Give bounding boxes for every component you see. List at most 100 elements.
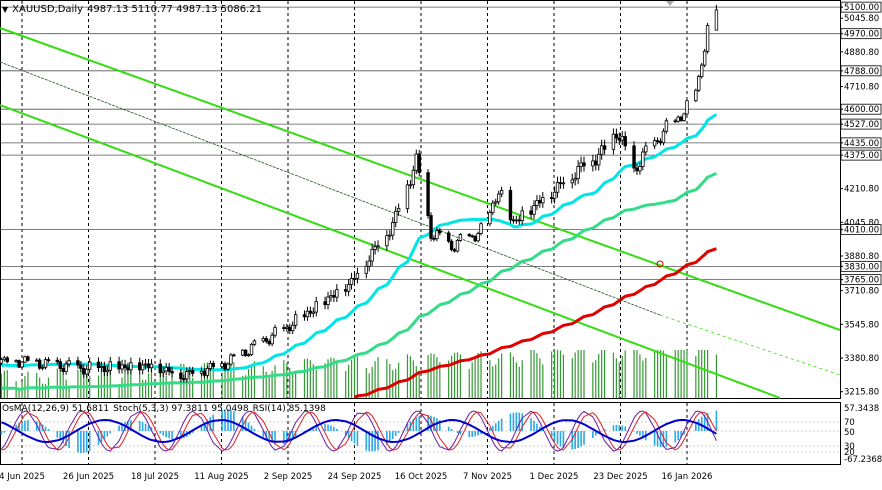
candle-body <box>511 219 516 222</box>
candle-body <box>5 357 9 363</box>
indicator-axis-label: 50 <box>844 428 855 438</box>
channel-lower-line <box>0 104 781 399</box>
candle-body <box>14 360 18 363</box>
indicator-axis-label: 70 <box>844 418 855 428</box>
candle-body <box>685 100 689 115</box>
indicator-pane-frame <box>0 402 841 465</box>
collapse-triangle-icon[interactable]: ▼ <box>2 4 9 14</box>
candle-body <box>355 272 360 279</box>
candle-body <box>538 200 542 204</box>
symbol-label: XAUUSD,Daily <box>12 3 84 15</box>
candle-body <box>491 202 495 213</box>
candle-body <box>638 166 642 172</box>
candle-body <box>20 361 24 368</box>
candle-body <box>388 234 392 237</box>
price-axis-label: 3710.80 <box>844 287 879 297</box>
candle-body <box>161 370 165 374</box>
candle-body <box>82 368 86 375</box>
candle-body <box>99 366 104 368</box>
candle-body <box>270 334 274 345</box>
candle-body <box>641 151 645 167</box>
candle-body <box>2 357 7 361</box>
price-axis-label: 3830.00 <box>844 262 879 272</box>
price-axis-label: 3545.80 <box>844 320 879 330</box>
candle-body <box>405 184 410 210</box>
candle-body <box>517 219 521 222</box>
candle-body <box>702 50 707 66</box>
candle-body <box>332 295 336 298</box>
candle-body <box>185 371 189 380</box>
candle-body <box>129 362 133 371</box>
candle-body <box>226 363 230 370</box>
candle-body <box>373 246 377 250</box>
candle-body <box>285 326 289 329</box>
candle-body <box>305 310 310 318</box>
time-axis-label: 16 Jan 2026 <box>662 472 713 482</box>
candle-body <box>700 64 704 77</box>
price-axis-label: 4045.80 <box>844 218 879 228</box>
indicator-axis-label: 30 <box>844 442 855 452</box>
candle-body <box>37 359 42 369</box>
candle-body <box>435 230 439 240</box>
rsi-line <box>1 418 717 444</box>
candle-body <box>232 354 236 357</box>
candle-body <box>64 363 68 372</box>
candle-body <box>635 167 639 172</box>
stoch-main-line <box>1 410 717 452</box>
candle-body <box>329 295 333 298</box>
candle-body <box>326 296 330 306</box>
crossing-marker <box>656 260 664 268</box>
candle-body <box>576 166 580 179</box>
candle-body <box>552 191 557 199</box>
candle-body <box>346 284 351 292</box>
price-axis-label: 5045.80 <box>844 14 879 24</box>
candle-body <box>311 311 316 314</box>
candle-body <box>199 370 204 374</box>
candle-body <box>520 210 524 222</box>
candle-body <box>644 145 648 153</box>
price-axis-label: 4527.00 <box>844 120 879 130</box>
candle-body <box>623 136 627 147</box>
candle-body <box>108 361 112 371</box>
stoch-signal-line <box>1 411 717 451</box>
candle-body <box>620 136 624 141</box>
candle-body <box>449 240 454 251</box>
candle-body <box>267 340 271 345</box>
candle-body <box>617 137 622 141</box>
candle-body <box>158 363 162 374</box>
candle-body <box>67 360 71 365</box>
candle-body <box>573 178 577 181</box>
chart-info-bar: ▼ XAUUSD,Daily 4987.13 5110.77 4987.13 5… <box>2 2 262 16</box>
candle-body <box>496 193 501 203</box>
price-axis-label: 3380.80 <box>844 354 879 364</box>
candle-body <box>508 189 513 221</box>
time-axis-label: 1 Dec 2025 <box>530 472 579 482</box>
candle-body <box>188 370 192 372</box>
candle-body <box>579 162 583 167</box>
chart-shift-icon <box>666 1 674 6</box>
time-axis-label: 18 Jul 2025 <box>131 472 179 482</box>
candle-body <box>120 364 124 370</box>
candle-body <box>488 212 492 225</box>
candle-body <box>561 182 566 185</box>
candle-body <box>697 76 701 91</box>
candle-body <box>446 232 451 242</box>
price-axis-label: 4880.80 <box>844 48 879 58</box>
candle-body <box>438 230 442 234</box>
candle-body <box>26 356 30 361</box>
ema-mid-line <box>0 172 717 391</box>
candle-body <box>335 289 339 298</box>
candle-body <box>58 361 62 369</box>
time-axis-label: 4 Jun 2025 <box>0 472 45 482</box>
candle-body <box>429 215 433 239</box>
candle-body <box>476 233 480 242</box>
candle-body <box>61 368 65 372</box>
candle-body <box>282 327 286 330</box>
indicator-info-bar: OsMA(12,26,9) 51.6811 Stoch(5,3,3) 97.38… <box>2 404 326 416</box>
candle-body <box>661 130 666 144</box>
candle-body <box>126 367 130 371</box>
candle-body <box>243 349 248 357</box>
candle-body <box>602 145 607 150</box>
